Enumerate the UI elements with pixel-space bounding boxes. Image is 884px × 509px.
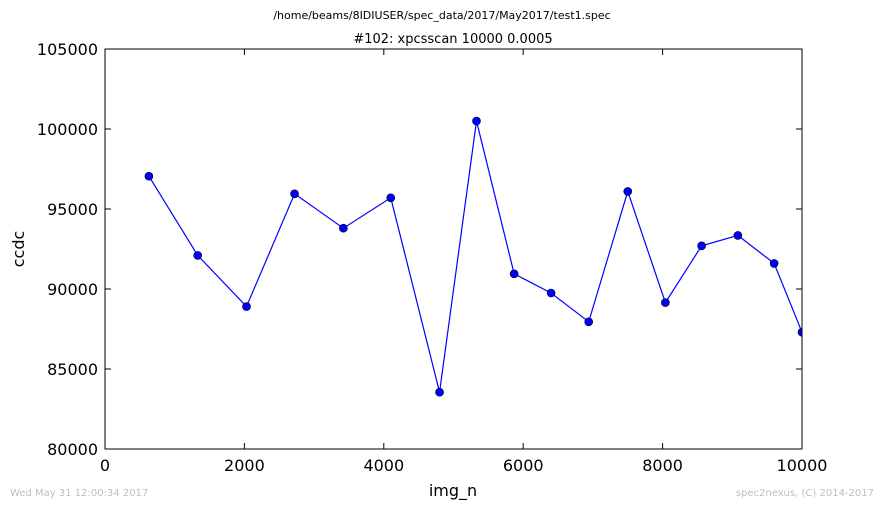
data-point bbox=[697, 241, 706, 251]
data-point bbox=[546, 288, 556, 298]
x-axis-label: img_n bbox=[429, 481, 477, 501]
data-point bbox=[797, 327, 802, 337]
credit-footer: spec2nexus, (C) 2014-2017 bbox=[735, 488, 874, 499]
y-tick-label: 80000 bbox=[47, 440, 98, 459]
x-tick-label: 2000 bbox=[224, 456, 265, 475]
data-point bbox=[769, 259, 779, 268]
y-tick-label: 85000 bbox=[47, 360, 98, 379]
x-tick-label: 0 bbox=[100, 456, 110, 475]
y-axis-label: ccdc bbox=[9, 231, 28, 268]
data-point bbox=[584, 317, 594, 327]
x-tick-label: 4000 bbox=[363, 456, 404, 475]
x-tick-label: 8000 bbox=[642, 456, 683, 475]
data-point bbox=[472, 116, 481, 126]
timestamp-footer: Wed May 31 12:00:34 2017 bbox=[10, 488, 149, 499]
data-point bbox=[144, 171, 154, 181]
data-point bbox=[386, 193, 396, 203]
data-point bbox=[661, 298, 670, 307]
x-tick-label: 6000 bbox=[503, 456, 544, 475]
x-tick-label: 10000 bbox=[777, 456, 828, 475]
data-point bbox=[193, 251, 203, 260]
y-tick-label: 100000 bbox=[37, 120, 98, 139]
series-line bbox=[148, 120, 802, 393]
data-point bbox=[290, 189, 299, 199]
data-point bbox=[242, 302, 251, 311]
y-tick-label: 90000 bbox=[47, 280, 98, 299]
data-point bbox=[509, 269, 519, 279]
data-point bbox=[339, 223, 348, 233]
data-point bbox=[733, 231, 743, 240]
plot-frame bbox=[104, 48, 803, 450]
data-point bbox=[623, 187, 633, 196]
y-tick-label: 105000 bbox=[37, 40, 98, 59]
y-tick-label: 95000 bbox=[47, 200, 98, 219]
chart-title: #102: xpcsscan 10000 0.0005 bbox=[353, 32, 552, 47]
data-point bbox=[435, 387, 444, 397]
figure-suptitle: /home/beams/8IDIUSER/spec_data/2017/May2… bbox=[273, 9, 611, 22]
